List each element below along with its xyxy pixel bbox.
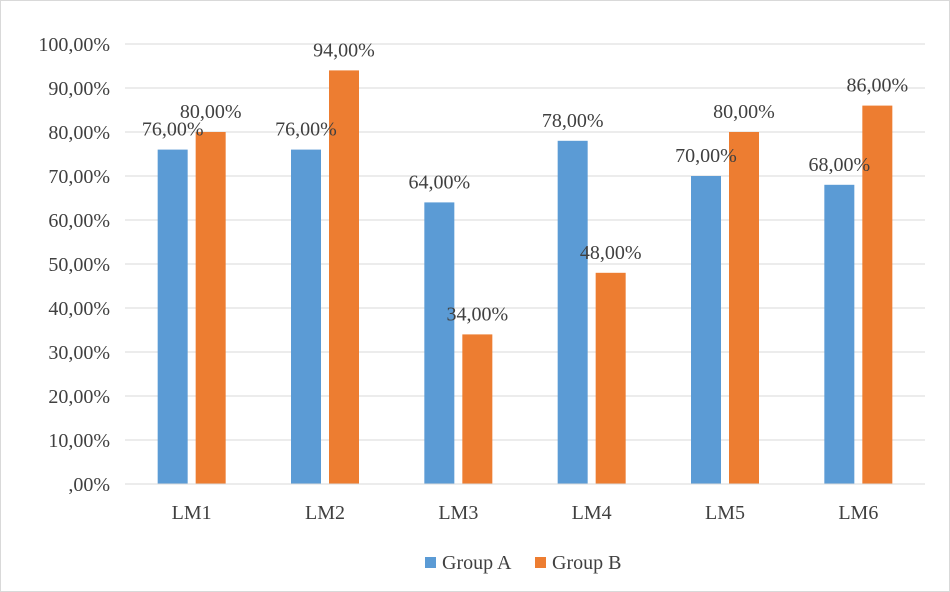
x-tick-label: LM1 [172, 502, 212, 524]
bar-group-a-lm4 [557, 140, 588, 485]
y-tick-label: 20,00% [48, 386, 110, 408]
bar-group-b-lm5 [729, 132, 759, 484]
bar-group-a-lm2 [291, 149, 321, 484]
legend-swatch-group-b [535, 557, 546, 568]
x-tick-label: LM5 [705, 502, 745, 524]
data-label: 34,00% [446, 303, 508, 325]
legend-swatch-group-a [425, 557, 436, 568]
bar-group-a-lm1 [157, 149, 188, 484]
bar-group-a-lm3 [424, 202, 455, 484]
x-tick-label: LM6 [838, 502, 878, 524]
bar-group-b-lm2 [329, 70, 359, 485]
data-label: 94,00% [313, 39, 375, 61]
y-tick-label: 90,00% [48, 78, 110, 100]
data-label: 80,00% [713, 101, 775, 123]
data-label: 68,00% [808, 154, 870, 176]
y-tick-label: 100,00% [38, 34, 110, 56]
y-tick-label: 50,00% [48, 254, 110, 276]
data-label: 86,00% [846, 75, 908, 97]
bar-group-b-lm4 [595, 272, 626, 484]
bar-group-a-lm6 [824, 184, 855, 485]
y-tick-label: 10,00% [48, 430, 110, 452]
y-tick-label: 30,00% [48, 342, 110, 364]
x-tick-label: LM3 [438, 502, 478, 524]
bar-group-b-lm6 [862, 105, 893, 484]
legend-label: Group B [552, 552, 621, 574]
legend-label: Group A [442, 552, 512, 574]
y-tick-label: 70,00% [48, 166, 110, 188]
y-tick-label: 80,00% [48, 122, 110, 144]
x-tick-label: LM4 [572, 502, 612, 524]
bar-group-a-lm5 [691, 176, 721, 484]
data-label: 78,00% [542, 110, 604, 132]
data-label: 76,00% [142, 119, 204, 141]
y-tick-label: 60,00% [48, 210, 110, 232]
bar-group-b-lm3 [462, 334, 493, 484]
data-label: 76,00% [275, 119, 337, 141]
x-tick-label: LM2 [305, 502, 345, 524]
data-label: 80,00% [180, 101, 242, 123]
data-label: 70,00% [675, 145, 737, 167]
data-label: 48,00% [580, 242, 642, 264]
bar-group-b-lm1 [195, 132, 226, 484]
y-tick-label: 40,00% [48, 298, 110, 320]
data-label: 64,00% [408, 171, 470, 193]
y-tick-label: ,00% [68, 474, 110, 496]
